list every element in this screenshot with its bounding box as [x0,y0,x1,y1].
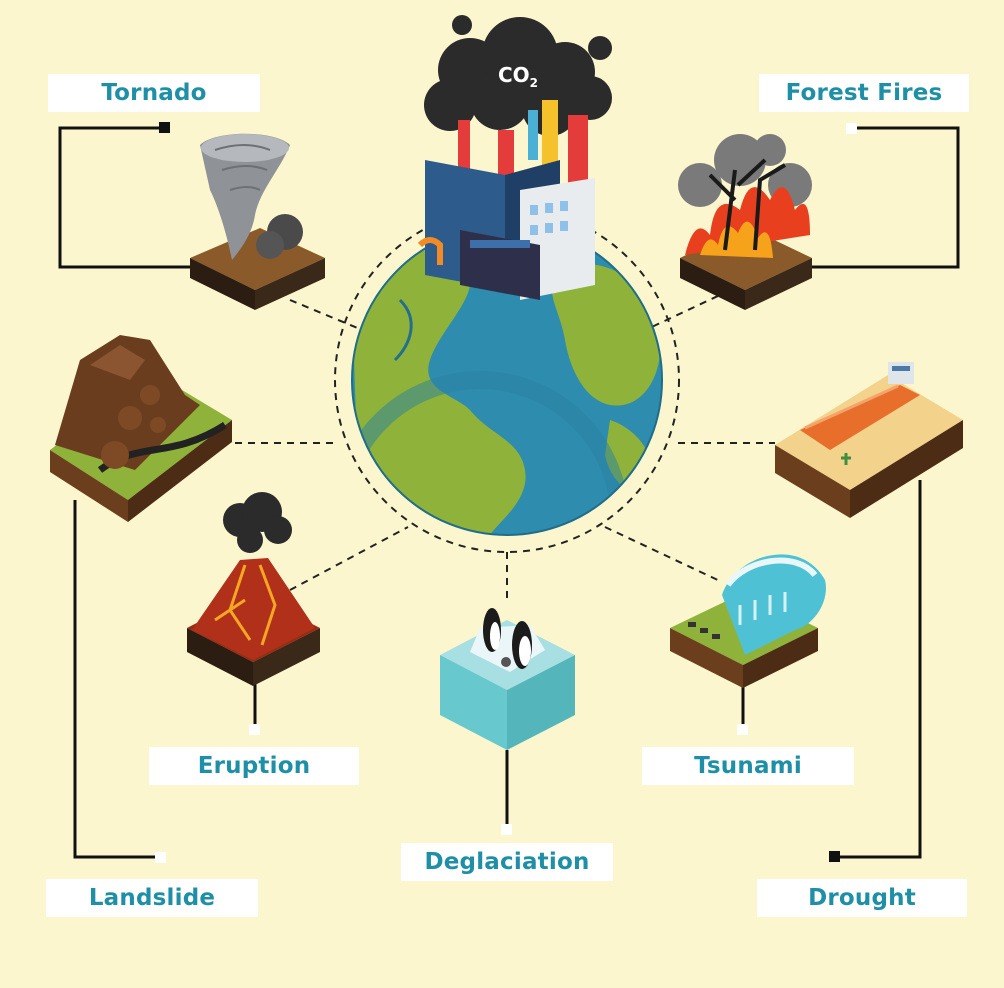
label-landslide: Landslide [46,879,258,917]
label-deglaciation: Deglaciation [401,843,613,881]
connector-open-markers [155,123,857,863]
connector-end-markers [159,122,840,862]
label-eruption: Eruption [149,747,359,785]
eruption-icon [187,492,320,686]
solid-connectors [58,126,960,859]
co2-label: CO2 [498,63,538,90]
landslide-icon [50,335,232,522]
tornado-icon [190,133,325,310]
tsunami-icon [670,554,826,688]
factory-icon: CO2 [417,15,612,300]
forest-fire-icon [678,134,812,310]
label-forest-fires: Forest Fires [759,74,969,112]
earth-globe-icon [351,224,663,536]
label-tornado: Tornado [48,74,260,112]
drought-ship-icon [775,362,963,518]
label-tsunami: Tsunami [642,747,854,785]
penguins-iceberg-icon [440,608,575,750]
label-drought: Drought [757,879,967,917]
